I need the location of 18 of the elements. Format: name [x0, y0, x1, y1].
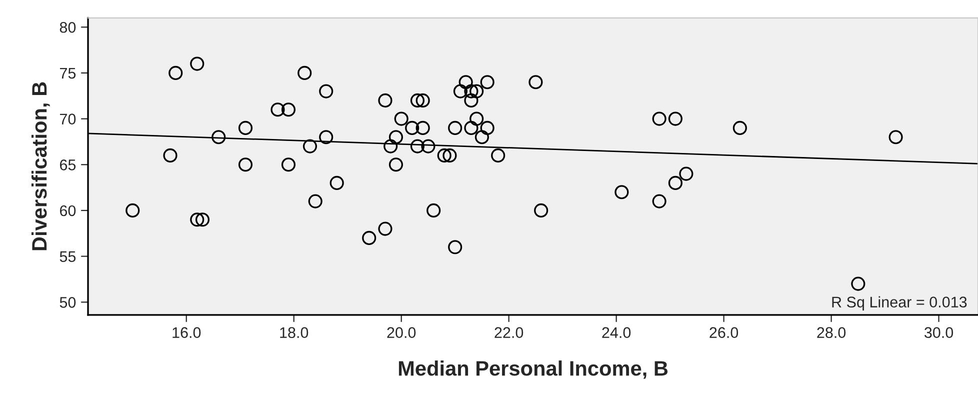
x-tick-label: 30.0: [924, 327, 954, 338]
y-tick-label: 70: [60, 114, 76, 124]
x-axis-title: Median Personal Income, B: [398, 360, 668, 379]
y-tick-label: 55: [60, 251, 76, 262]
y-tick-label: 75: [60, 68, 76, 79]
x-tick-label: 28.0: [817, 327, 846, 338]
x-tick-label: 18.0: [280, 327, 308, 338]
x-tick-label: 22.0: [494, 327, 524, 338]
annotation: R Sq Linear = 0.013: [832, 296, 967, 311]
y-tick-label: 65: [60, 160, 76, 170]
x-tick-label: 26.0: [710, 327, 738, 338]
x-tick-label: 16.0: [172, 327, 201, 338]
y-axis-title: Diversification, B: [31, 82, 50, 250]
x-tick-label: 24.0: [602, 327, 631, 338]
y-tick-label: 60: [60, 205, 76, 216]
y-tick-label: 50: [60, 297, 76, 308]
x-tick-label: 20.0: [387, 327, 416, 338]
y-tick-label: 80: [60, 22, 76, 33]
